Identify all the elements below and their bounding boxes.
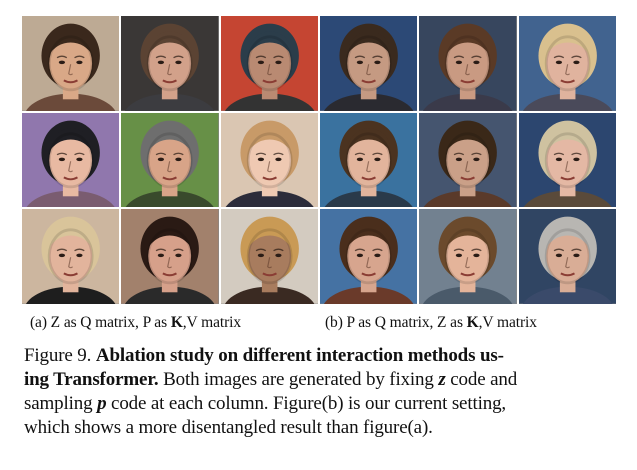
face-portrait <box>22 209 120 304</box>
face-image <box>121 16 219 111</box>
face-portrait <box>121 112 219 208</box>
face-image <box>220 112 318 208</box>
face-image <box>419 209 517 304</box>
face-grid-b <box>320 16 616 304</box>
face-portrait <box>220 16 318 111</box>
face-portrait <box>518 112 616 208</box>
face-image <box>320 16 418 111</box>
face-portrait <box>121 209 219 304</box>
subfigure-b-rest: ,V matrix <box>478 314 537 331</box>
caption-text-2: Both images are generated by fixing <box>158 369 439 390</box>
face-image <box>419 112 517 208</box>
face-portrait <box>220 112 318 208</box>
face-image <box>419 16 517 111</box>
face-image <box>22 209 120 304</box>
face-portrait <box>320 16 418 111</box>
face-portrait <box>220 209 318 304</box>
face-portrait <box>518 209 616 304</box>
face-portrait <box>419 209 517 304</box>
face-image <box>220 16 318 111</box>
face-portrait <box>419 16 517 111</box>
subfigure-a-label: (a) Z as Q matrix, P as <box>30 314 168 331</box>
caption-text-2b: code and <box>445 369 518 390</box>
face-portrait <box>22 16 120 111</box>
subfigure-b-caption: (b) P as Q matrix, Z as K,V matrix <box>325 314 537 332</box>
face-image <box>518 209 616 304</box>
figure-caption: Figure 9. Ablation study on different in… <box>24 344 624 440</box>
face-image <box>320 112 418 208</box>
face-portrait <box>320 209 418 304</box>
face-image <box>320 209 418 304</box>
caption-text-3a: sampling <box>24 393 98 414</box>
var-z: z <box>438 369 446 390</box>
face-image <box>518 112 616 208</box>
subfigure-a-bold: K <box>170 314 183 331</box>
face-image <box>121 112 219 208</box>
face-image <box>22 16 120 111</box>
face-image <box>518 16 616 111</box>
face-image <box>220 209 318 304</box>
caption-line-2: ing Transformer. Both images are generat… <box>24 368 624 392</box>
face-portrait <box>121 16 219 111</box>
subfigure-a-caption: (a) Z as Q matrix, P as K,V matrix <box>30 314 241 332</box>
face-image <box>121 209 219 304</box>
subfigure-b-label: (b) P as Q matrix, Z as <box>325 314 463 331</box>
face-portrait <box>518 16 616 111</box>
subfigure-b-bold: K <box>466 314 479 331</box>
caption-line-4: which shows a more disentangled result t… <box>24 416 624 440</box>
caption-title-1: Ablation study on different interaction … <box>95 345 504 366</box>
face-portrait <box>419 112 517 208</box>
face-grid-a <box>22 16 318 304</box>
caption-text-4: which shows a more disentangled result t… <box>24 417 433 438</box>
face-portrait <box>22 112 120 208</box>
caption-title-2: ing Transformer. <box>24 369 159 390</box>
caption-line-1: Figure 9. Ablation study on different in… <box>24 344 624 368</box>
subfigure-a-rest: ,V matrix <box>182 314 242 331</box>
figure-label: Figure 9. <box>24 345 92 366</box>
var-p: p <box>97 393 107 414</box>
caption-text-3b: code at each column. Figure(b) is our cu… <box>106 393 507 414</box>
face-portrait <box>320 112 418 208</box>
caption-line-3: sampling p code at each column. Figure(b… <box>24 392 624 416</box>
face-image <box>22 112 120 208</box>
